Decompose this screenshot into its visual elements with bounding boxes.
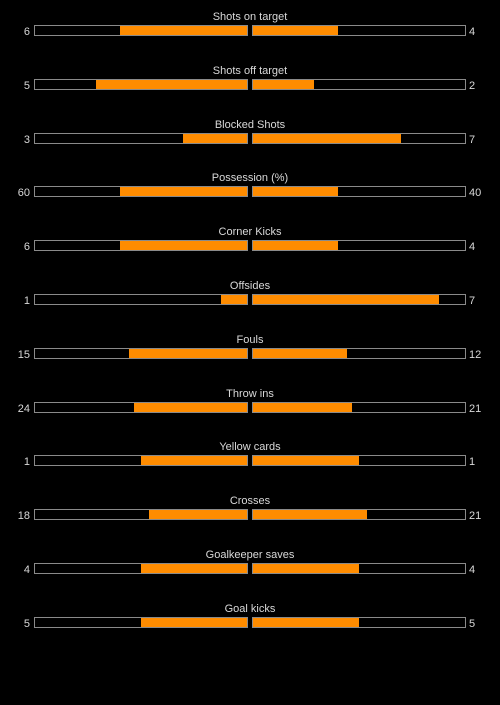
home-value: 18	[17, 510, 30, 523]
away-bar-track	[252, 294, 466, 305]
stat-row: Blocked Shots 3 7	[0, 119, 500, 159]
home-value: 15	[17, 348, 30, 361]
stat-label: Fouls	[236, 333, 264, 346]
home-value: 5	[23, 79, 30, 92]
home-bar-track	[34, 240, 248, 252]
stat-label: Offsides	[229, 280, 271, 292]
away-value: 12	[469, 348, 482, 361]
home-bar-track	[34, 616, 248, 628]
stat-row: Fouls 15 12	[0, 334, 500, 374]
home-bar-fill	[220, 295, 247, 304]
away-bar-track	[252, 616, 466, 628]
stat-label: Throw ins	[226, 387, 274, 400]
home-bar-fill	[119, 241, 247, 251]
stat-label: Shots off target	[212, 64, 288, 77]
home-bar-track	[34, 132, 248, 144]
home-bar-fill	[134, 402, 247, 412]
away-bar-fill	[253, 241, 338, 251]
stat-row: Yellow cards 1 1	[0, 441, 500, 481]
home-bar-track	[34, 401, 248, 413]
away-bar-fill	[253, 348, 348, 358]
home-bar-track	[34, 509, 248, 521]
away-bar-track	[252, 132, 466, 144]
stat-label: Crosses	[229, 495, 271, 508]
away-bar-fill	[253, 564, 359, 573]
home-bar-track	[34, 186, 248, 198]
home-bar-fill	[119, 26, 247, 35]
away-bar-track	[252, 347, 466, 359]
stat-row: Throw ins 24 21	[0, 388, 500, 428]
away-bar-fill	[253, 26, 338, 35]
home-value: 60	[17, 187, 30, 200]
home-value: 1	[23, 456, 30, 469]
away-value: 21	[469, 402, 482, 415]
stat-label: Blocked Shots	[214, 118, 286, 131]
home-bar-fill	[141, 456, 247, 466]
away-bar-track	[252, 401, 466, 413]
stat-label: Shots on target	[212, 11, 288, 23]
home-value: 1	[23, 295, 30, 307]
away-bar-fill	[253, 187, 338, 197]
stat-row: Goalkeeper saves 4 4	[0, 549, 500, 589]
home-bar-fill	[129, 348, 247, 358]
away-bar-track	[252, 509, 466, 521]
home-bar-track	[34, 78, 248, 90]
away-bar-fill	[253, 133, 402, 143]
stat-label: Corner Kicks	[218, 226, 282, 239]
home-bar-track	[34, 347, 248, 359]
home-bar-fill	[141, 617, 247, 627]
home-bar-track	[34, 294, 248, 305]
stat-label: Possession (%)	[211, 172, 289, 185]
away-bar-track	[252, 25, 466, 36]
away-value: 4	[469, 26, 476, 38]
away-bar-fill	[253, 402, 352, 412]
away-bar-track	[252, 78, 466, 90]
stat-row: Crosses 18 21	[0, 495, 500, 535]
away-value: 40	[469, 187, 482, 200]
away-value: 1	[469, 456, 476, 469]
away-value: 5	[469, 617, 476, 630]
stat-label: Yellow cards	[219, 441, 281, 454]
home-bar-fill	[183, 133, 247, 143]
away-bar-fill	[253, 79, 314, 89]
away-value: 21	[469, 510, 482, 523]
stat-row: Goal kicks 5 5	[0, 603, 500, 643]
home-value: 6	[23, 26, 30, 38]
home-bar-fill	[95, 79, 247, 89]
home-bar-fill	[141, 564, 247, 573]
away-value: 2	[469, 79, 476, 92]
home-value: 24	[17, 402, 30, 415]
home-bar-track	[34, 25, 248, 36]
away-bar-fill	[253, 617, 359, 627]
stat-row: Shots on target 6 4	[0, 11, 500, 51]
away-bar-fill	[253, 510, 368, 520]
home-value: 6	[23, 241, 30, 254]
stat-row: Offsides 1 7	[0, 280, 500, 320]
away-bar-track	[252, 186, 466, 198]
home-value: 5	[23, 617, 30, 630]
away-value: 4	[469, 564, 476, 576]
away-bar-track	[252, 563, 466, 574]
home-value: 3	[23, 133, 30, 146]
home-bar-fill	[149, 510, 247, 520]
home-bar-track	[34, 563, 248, 574]
away-bar-fill	[253, 456, 359, 466]
stat-label: Goal kicks	[224, 602, 276, 615]
home-bar-track	[34, 455, 248, 467]
away-value: 7	[469, 133, 476, 146]
away-bar-track	[252, 455, 466, 467]
stat-row: Possession (%) 60 40	[0, 172, 500, 212]
away-bar-track	[252, 240, 466, 252]
home-value: 4	[23, 564, 30, 576]
away-bar-fill	[253, 295, 439, 304]
stat-label: Goalkeeper saves	[205, 549, 295, 561]
away-value: 7	[469, 295, 476, 307]
stat-row: Shots off target 5 2	[0, 65, 500, 105]
stat-row: Corner Kicks 6 4	[0, 226, 500, 266]
home-bar-fill	[119, 187, 247, 197]
away-value: 4	[469, 241, 476, 254]
